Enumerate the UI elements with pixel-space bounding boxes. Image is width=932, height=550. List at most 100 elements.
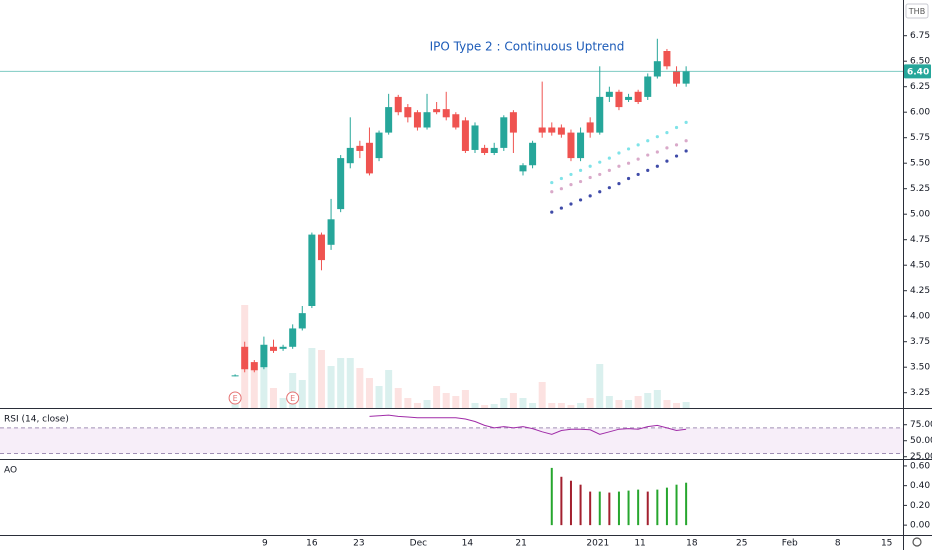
volume-bar — [269, 388, 277, 408]
candle-body — [529, 142, 537, 166]
currency-box — [905, 3, 929, 19]
volume-bar — [548, 403, 556, 408]
candle-body — [260, 344, 268, 368]
y-tick-label: 3.50 — [910, 363, 930, 373]
volume-bar — [394, 388, 402, 408]
x-tick-label: 14 — [462, 539, 474, 549]
ma-dot — [578, 168, 583, 172]
candle-body — [327, 219, 335, 245]
volume-bar — [577, 403, 585, 408]
candle-body — [490, 147, 498, 153]
volume-bar — [308, 348, 316, 408]
volume-bar — [327, 366, 335, 408]
volume-bar — [279, 398, 287, 408]
candle-body — [317, 234, 325, 261]
ao-bar — [675, 484, 678, 526]
candle-body — [394, 96, 402, 113]
candle-body — [423, 112, 431, 128]
currency: THB — [908, 7, 925, 16]
y-tick-label: 6.00 — [910, 108, 930, 118]
candle-body — [653, 61, 661, 77]
x-tick-label: 9 — [262, 539, 268, 549]
y-tick-label: 5.50 — [910, 159, 930, 169]
y-tick-label: 0.00 — [910, 521, 930, 531]
candle-body — [452, 114, 460, 128]
ma-dot — [598, 190, 602, 194]
candle-body — [634, 91, 642, 102]
candle-body — [500, 117, 508, 148]
candle-body — [673, 71, 681, 84]
ma-dot — [674, 125, 679, 130]
settings-icon[interactable] — [912, 537, 922, 547]
rsi-band — [0, 427, 903, 454]
ma-dot — [578, 179, 583, 184]
candle-body — [337, 158, 345, 210]
volume-bar — [433, 386, 441, 408]
volume-bar — [500, 398, 508, 408]
y-tick-label: 5.25 — [910, 184, 930, 194]
ma-dot — [607, 186, 611, 190]
candle-body — [644, 76, 652, 97]
ma-dot — [684, 120, 688, 124]
ma-dot — [684, 149, 688, 153]
volume-bar — [490, 404, 498, 408]
ao-bar — [579, 484, 582, 526]
candle-body — [567, 132, 575, 159]
candle-body — [615, 91, 623, 108]
volume-bar — [509, 393, 517, 408]
candle-body — [365, 142, 373, 174]
x-tick-label: 15 — [881, 539, 892, 549]
volume-bar — [567, 405, 575, 408]
x-tick-label: 23 — [353, 539, 364, 549]
volume-bar — [596, 364, 604, 408]
ma-dot — [617, 182, 621, 186]
event-marker — [228, 391, 242, 405]
ma-dot — [674, 143, 679, 147]
volume-bar — [605, 396, 613, 408]
ma-dot — [607, 168, 611, 172]
volume-bar — [586, 398, 594, 408]
chart-title: IPO Type 2 : Continuous Uptrend — [430, 40, 625, 54]
ao-bar — [637, 489, 640, 526]
candle-body — [433, 109, 441, 113]
volume-bar — [260, 363, 268, 408]
ao-bar — [608, 492, 611, 526]
ma-dot — [617, 164, 621, 168]
candle-body — [586, 122, 594, 133]
ma-dot — [607, 156, 611, 160]
x-tick-label: 18 — [686, 539, 698, 549]
candle-body — [538, 127, 546, 133]
candle-body — [442, 109, 450, 118]
candle-body — [413, 112, 421, 128]
candle-body — [279, 346, 287, 349]
candle-body — [605, 91, 613, 97]
ma-dot — [646, 153, 650, 157]
y-tick-label: 75.00 — [910, 420, 932, 430]
ma-dot — [588, 164, 592, 168]
volume-bar — [471, 403, 479, 408]
settings-icon-circle[interactable] — [912, 537, 922, 547]
y-tick-label: 6.75 — [910, 31, 930, 41]
ao-bar — [627, 490, 630, 526]
volume-bar — [356, 368, 364, 408]
volume-bar — [625, 400, 633, 408]
candle-body — [308, 234, 316, 306]
y-tick-label: 0.60 — [910, 461, 930, 471]
ma-dot — [655, 164, 659, 168]
volume-bar — [452, 396, 460, 408]
ma-dot — [665, 159, 669, 163]
candle-body — [385, 107, 393, 133]
ao-bar — [589, 491, 592, 526]
ma-dot — [684, 139, 688, 143]
x-tick-label: 2021 — [586, 539, 609, 549]
candle-body — [557, 127, 565, 135]
x-tick-label: Feb — [782, 539, 798, 549]
x-tick-label: Dec — [410, 539, 427, 549]
event-marker — [286, 391, 300, 405]
event-label: E — [233, 394, 238, 403]
volume-bar — [365, 378, 373, 408]
event-label: E — [290, 394, 295, 403]
ma-dot — [598, 160, 602, 164]
